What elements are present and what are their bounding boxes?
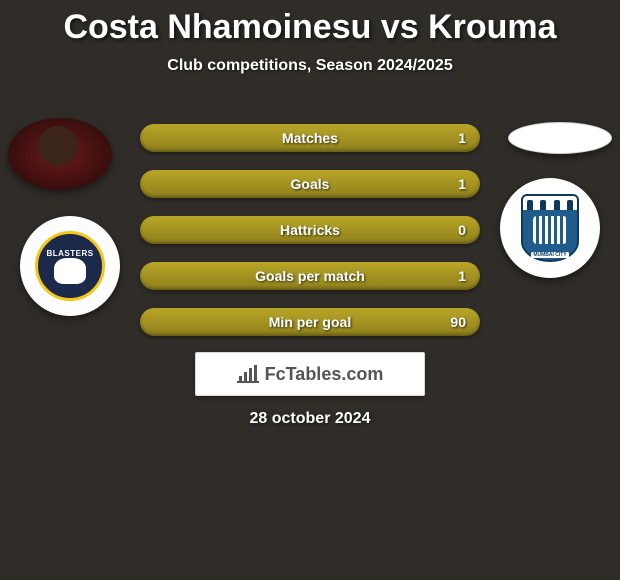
brand-logo: FcTables.com (195, 352, 425, 396)
stat-bar: Goals 1 (140, 170, 480, 198)
stat-label: Hattricks (140, 222, 480, 238)
left-club-label: BLASTERS (46, 249, 93, 258)
stat-value: 0 (458, 222, 466, 238)
stat-bar: Matches 1 (140, 124, 480, 152)
stats-bars: Matches 1 Goals 1 Hattricks 0 Goals per … (140, 124, 480, 354)
stat-bar: Min per goal 90 (140, 308, 480, 336)
stat-bar: Goals per match 1 (140, 262, 480, 290)
date-label: 28 october 2024 (0, 410, 620, 428)
page-title: Costa Nhamoinesu vs Krouma (0, 0, 620, 47)
brand-text: FcTables.com (265, 364, 384, 385)
stat-value: 1 (458, 268, 466, 284)
stat-label: Min per goal (140, 314, 480, 330)
chart-icon (237, 365, 259, 383)
right-club-badge: MUMBAI CITY (500, 178, 600, 278)
right-club-label: MUMBAI CITY (531, 252, 568, 258)
left-club-badge: BLASTERS (20, 216, 120, 316)
stat-value: 90 (450, 314, 466, 330)
stat-value: 1 (458, 176, 466, 192)
left-player-avatar (8, 118, 112, 190)
stat-value: 1 (458, 130, 466, 146)
right-player-avatar (508, 122, 612, 154)
subtitle: Club competitions, Season 2024/2025 (0, 57, 620, 75)
stat-label: Matches (140, 130, 480, 146)
stat-bar: Hattricks 0 (140, 216, 480, 244)
stat-label: Goals (140, 176, 480, 192)
stat-label: Goals per match (140, 268, 480, 284)
elephant-icon (54, 258, 86, 284)
